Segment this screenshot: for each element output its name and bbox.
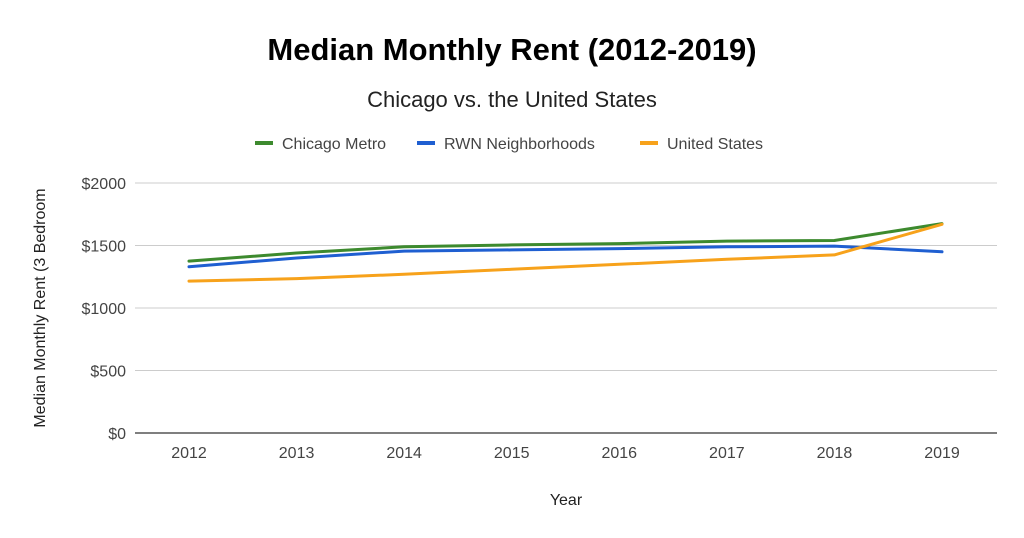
series-line-united-states bbox=[187, 222, 944, 283]
x-axis-ticks: 2012 2013 2014 2015 2016 2017 2018 2019 bbox=[171, 445, 960, 462]
series-lines bbox=[187, 222, 944, 283]
y-tick-label: $1000 bbox=[82, 301, 127, 318]
legend-item: United States bbox=[640, 136, 763, 153]
y-tick-label: $1500 bbox=[82, 239, 127, 256]
gridlines bbox=[135, 182, 997, 434]
legend: Chicago Metro RWN Neighborhoods United Sta… bbox=[255, 136, 763, 153]
x-tick-label: 2012 bbox=[171, 445, 207, 462]
series-line-chicago-metro bbox=[187, 222, 944, 263]
chart-title: Median Monthly Rent (2012-2019) bbox=[267, 32, 756, 67]
x-tick-label: 2015 bbox=[494, 445, 530, 462]
legend-item: RWN Neighborhoods bbox=[417, 136, 595, 153]
y-axis-ticks: $0 $500 $1000 $1500 $2000 bbox=[82, 176, 127, 443]
series-line-rwn-neighborhoods bbox=[187, 244, 944, 269]
y-tick-label: $2000 bbox=[82, 176, 127, 193]
x-tick-label: 2013 bbox=[279, 445, 315, 462]
legend-label: RWN Neighborhoods bbox=[444, 136, 595, 153]
y-axis-title: Median Monthly Rent (3 Bedroom bbox=[32, 188, 49, 427]
x-tick-label: 2014 bbox=[386, 445, 422, 462]
chart-subtitle: Chicago vs. the United States bbox=[367, 87, 657, 112]
y-tick-label: $500 bbox=[90, 364, 126, 381]
x-tick-label: 2018 bbox=[817, 445, 853, 462]
legend-label: Chicago Metro bbox=[282, 136, 386, 153]
x-tick-label: 2017 bbox=[709, 445, 745, 462]
x-tick-label: 2019 bbox=[924, 445, 960, 462]
x-tick-label: 2016 bbox=[601, 445, 637, 462]
legend-label: United States bbox=[667, 136, 763, 153]
y-tick-label: $0 bbox=[108, 426, 126, 443]
legend-item: Chicago Metro bbox=[255, 136, 386, 153]
x-axis-title: Year bbox=[550, 492, 583, 509]
